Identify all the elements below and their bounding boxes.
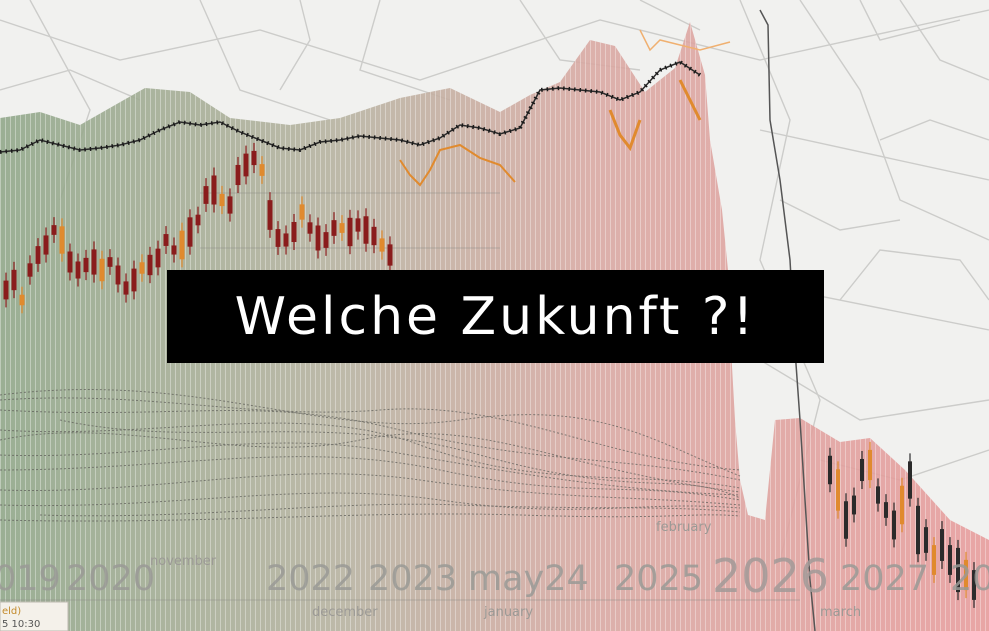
year-label-2028: 20: [950, 559, 989, 599]
year-label-2022: 2022: [266, 559, 355, 599]
month-label-march: march: [820, 605, 861, 620]
legend-time-label: 5 10:30: [2, 619, 40, 630]
candle-body: [900, 485, 904, 525]
candle-body: [147, 254, 153, 276]
month-label-february: february: [656, 520, 712, 535]
candle-body: [355, 218, 361, 232]
candle-body: [227, 196, 233, 214]
candle-body: [892, 510, 896, 540]
candle-body: [275, 229, 281, 247]
candle-body: [291, 221, 297, 243]
candle-body: [267, 200, 273, 230]
year-label-2026: 2026: [712, 549, 829, 603]
candle-body: [339, 223, 345, 233]
candle-body: [51, 225, 57, 235]
legend-field-label: eld): [2, 606, 21, 617]
candle-body: [347, 217, 353, 247]
candlestick-series: [3, 142, 976, 608]
candle-body: [972, 570, 976, 600]
candle-body: [299, 204, 305, 220]
projection-curves: [0, 389, 741, 522]
year-label-2023: 2023: [368, 559, 457, 599]
candle-body: [195, 214, 201, 226]
candle-body: [235, 164, 241, 186]
month-label-december: december: [312, 605, 378, 620]
candle-body: [283, 233, 289, 247]
candle-body: [83, 257, 89, 273]
candle-body: [75, 261, 81, 279]
candle-body: [932, 545, 936, 575]
candle-body: [916, 505, 920, 555]
candle-body: [43, 235, 49, 255]
candle-body: [91, 249, 97, 275]
candle-body: [948, 545, 952, 575]
candle-body: [59, 226, 65, 254]
candle-body: [251, 150, 257, 166]
candle-body: [211, 175, 217, 205]
month-label-november: november: [150, 554, 217, 569]
candle-body: [860, 458, 864, 482]
candle-body: [836, 469, 840, 511]
candle-body: [3, 280, 9, 300]
candle-body: [868, 449, 872, 481]
axis-month-labels: november february december january march: [150, 520, 861, 620]
year-label-2025: 2025: [614, 559, 703, 599]
month-label-january: january: [483, 605, 533, 620]
candle-body: [323, 232, 329, 248]
candle-body: [852, 495, 856, 515]
candle-body: [131, 268, 137, 292]
candle-body: [115, 265, 121, 285]
price-line: [0, 59, 702, 154]
candle-body: [11, 269, 17, 291]
year-label-2027: 2027: [840, 559, 929, 599]
candle-body: [99, 258, 105, 282]
candle-body: [107, 257, 113, 267]
candle-body: [219, 193, 225, 207]
orange-price-line: [399, 29, 731, 187]
candle-body: [123, 281, 129, 295]
candle-body: [884, 502, 888, 518]
year-label-may24: may24: [468, 559, 589, 599]
candle-body: [187, 217, 193, 247]
candle-body: [331, 220, 337, 236]
candle-body: [163, 234, 169, 246]
year-label-2020: 2020: [66, 559, 155, 599]
headline-text: Welche Zukunft ?!: [234, 286, 757, 347]
axis-year-labels: 019 2020 2022 2023 may24 2025 2026 2027 …: [0, 549, 989, 603]
candle-body: [67, 251, 73, 273]
candle-body: [956, 547, 960, 593]
candle-body: [179, 230, 185, 260]
candle-body: [19, 294, 25, 306]
candle-body: [844, 501, 848, 539]
candle-body: [379, 238, 385, 252]
candle-body: [876, 486, 880, 504]
candle-body: [315, 225, 321, 251]
year-label-2019: 019: [0, 559, 61, 599]
candle-body: [171, 245, 177, 255]
candle-body: [139, 262, 145, 274]
candle-body: [964, 559, 968, 591]
candle-body: [387, 244, 393, 266]
candle-body: [203, 186, 209, 204]
headline-banner: Welche Zukunft ?!: [167, 270, 824, 363]
candle-body: [828, 455, 832, 485]
candle-body: [155, 248, 161, 268]
legend-fragment: eld) 5 10:30: [0, 601, 69, 631]
candle-body: [363, 216, 369, 244]
candle-body: [940, 529, 944, 561]
candle-body: [908, 461, 912, 499]
candle-body: [371, 226, 377, 246]
candle-body: [27, 263, 33, 277]
candle-body: [35, 246, 41, 264]
candle-body: [924, 527, 928, 553]
candle-body: [243, 153, 249, 177]
candle-body: [307, 222, 313, 234]
candle-body: [259, 164, 265, 176]
